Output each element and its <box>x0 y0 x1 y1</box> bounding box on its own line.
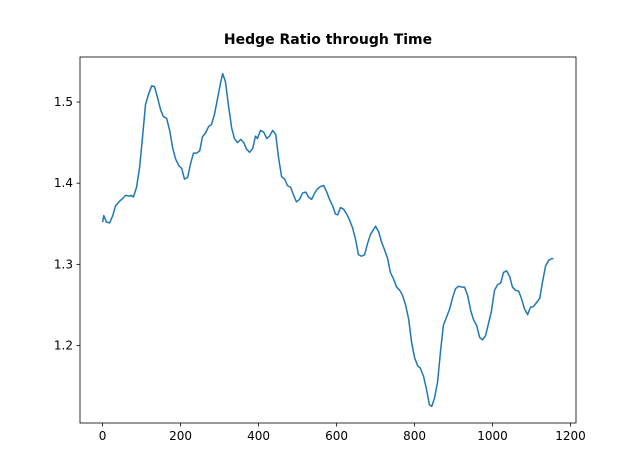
x-tick-label: 800 <box>403 429 426 443</box>
x-tick-label: 600 <box>325 429 348 443</box>
line-series <box>101 72 554 408</box>
x-tick-label: 1000 <box>477 429 508 443</box>
chart-title: Hedge Ratio through Time <box>224 32 432 48</box>
plot-frame <box>79 56 577 424</box>
x-tick-label: 200 <box>169 429 192 443</box>
x-tick-label: 400 <box>247 429 270 443</box>
y-tick-label: 1.5 <box>54 95 73 109</box>
y-tick-label: 1.2 <box>54 338 73 352</box>
y-tick-label: 1.3 <box>54 257 73 271</box>
x-tick-label: 1200 <box>555 429 586 443</box>
y-tick-label: 1.4 <box>54 176 73 190</box>
x-tick-label: 0 <box>99 429 107 443</box>
